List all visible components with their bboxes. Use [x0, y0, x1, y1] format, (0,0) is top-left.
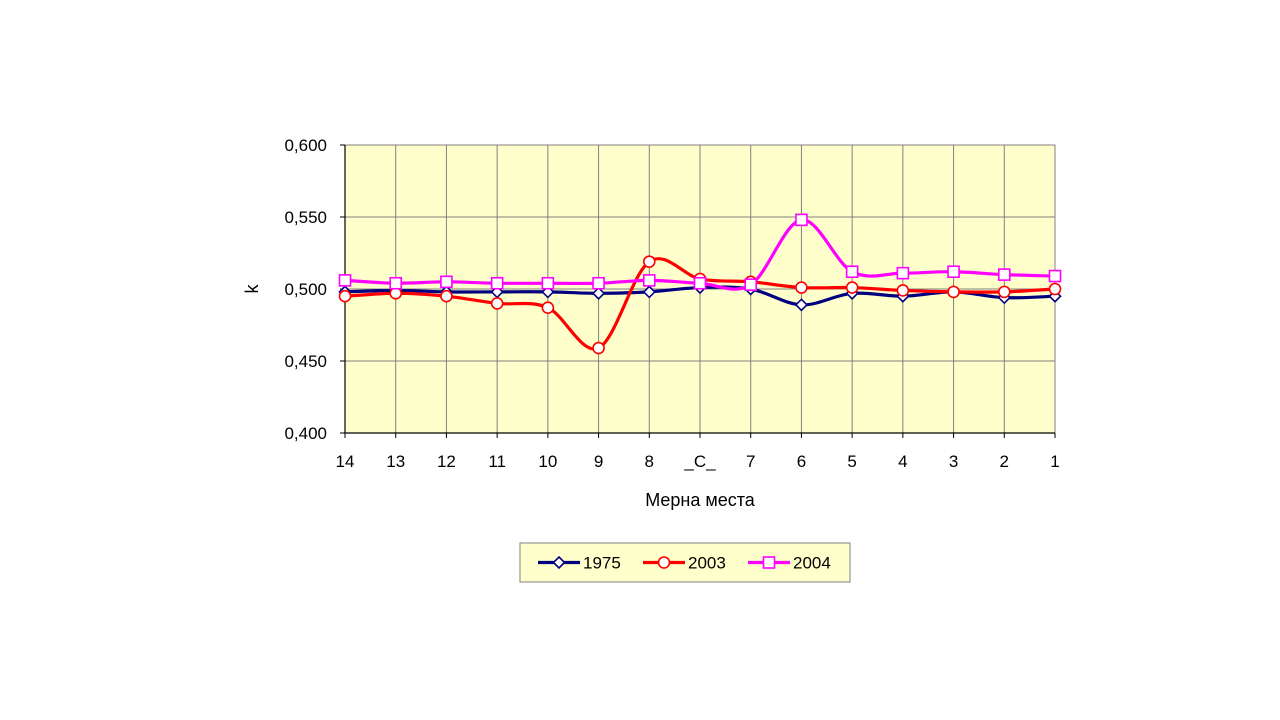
- series-2003: [338, 255, 1062, 355]
- data-point-2003: [338, 289, 352, 303]
- data-point-2004: [338, 274, 352, 287]
- x-tick-label: 9: [594, 452, 603, 471]
- data-point-2003: [440, 289, 453, 303]
- data-point-2003: [845, 281, 859, 294]
- y-axis-title: k: [242, 284, 262, 294]
- legend-label: 2004: [793, 554, 831, 573]
- data-point-2003: [795, 281, 808, 294]
- series-2004: [338, 213, 1062, 291]
- x-tick-label: 8: [645, 452, 654, 471]
- legend-marker: [657, 556, 671, 569]
- x-tick-label: 3: [949, 452, 958, 471]
- x-tick-label: 10: [538, 452, 557, 471]
- data-point-1975: [642, 285, 656, 299]
- x-tick-label: _C_: [683, 452, 716, 471]
- x-tick-label: 1: [1050, 452, 1059, 471]
- y-tick-label: 0,450: [284, 352, 327, 371]
- data-point-2004: [845, 265, 859, 279]
- y-tick-label: 0,600: [284, 136, 327, 155]
- x-tick-label: 5: [847, 452, 856, 471]
- data-point-2003: [490, 297, 504, 310]
- y-tick-label: 0,400: [284, 424, 327, 443]
- x-axis-title: Мерна места: [645, 490, 756, 510]
- data-point-2003: [896, 284, 910, 297]
- data-point-2004: [693, 276, 707, 290]
- data-point-2004: [896, 266, 910, 280]
- legend-label: 1975: [583, 554, 621, 573]
- legend-entry-1975: 1975: [538, 554, 621, 573]
- data-point-2004: [744, 278, 758, 291]
- x-tick-label: 11: [488, 452, 506, 471]
- data-point-2004: [795, 213, 808, 227]
- y-tick-label: 0,500: [284, 280, 327, 299]
- data-point-2003: [1048, 282, 1062, 296]
- data-point-1975: [794, 298, 809, 312]
- legend: 1975 2003 2004: [519, 542, 851, 583]
- data-point-2004: [997, 268, 1011, 281]
- data-point-2003: [997, 285, 1011, 299]
- data-point-2004: [947, 265, 960, 279]
- data-point-2003: [541, 301, 555, 315]
- legend-entry-2004: 2004: [748, 554, 831, 573]
- data-point-2004: [592, 276, 605, 290]
- data-point-2003: [592, 341, 605, 355]
- data-point-2004: [440, 275, 453, 289]
- legend-marker: [552, 555, 566, 570]
- y-tick-labels: 0,400 0,450 0,500 0,550 0,600: [284, 136, 327, 443]
- series-line-2003: [344, 257, 1056, 351]
- x-tick-label: 2: [1000, 452, 1009, 471]
- data-point-2004: [389, 276, 403, 290]
- series-group: [338, 213, 1062, 355]
- legend-label: 2003: [688, 554, 726, 573]
- legend-entry-2003: 2003: [643, 554, 726, 573]
- x-tick-label: 7: [746, 452, 755, 471]
- data-point-2004: [490, 276, 504, 290]
- data-point-2003: [947, 285, 960, 299]
- x-tick-label: 14: [336, 452, 355, 471]
- x-tick-labels: 14 13 12 11 10 9 8 _C_ 7 6 5 4 3 2 1: [336, 452, 1060, 471]
- series-line-2004: [344, 218, 1056, 291]
- x-tick-label: 13: [386, 452, 405, 471]
- data-point-2003: [642, 255, 656, 268]
- data-point-2004: [541, 276, 555, 290]
- x-tick-label: 6: [797, 452, 806, 471]
- data-point-1975: [591, 286, 606, 300]
- x-tick-label: 4: [898, 452, 907, 471]
- data-point-2004: [1048, 269, 1062, 283]
- legend-marker: [762, 556, 776, 569]
- data-point-2004: [642, 274, 656, 287]
- x-tick-label: 12: [437, 452, 456, 471]
- y-tick-label: 0,550: [284, 208, 327, 227]
